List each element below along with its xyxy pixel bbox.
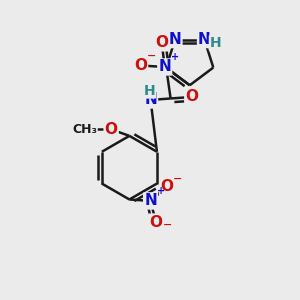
Text: O: O [105,122,118,137]
Text: N: N [144,194,157,208]
Text: O: O [149,214,162,230]
Text: H: H [210,36,221,50]
Text: H: H [143,83,155,98]
Text: O: O [134,58,147,73]
Text: O: O [185,89,198,104]
Text: N: N [144,92,157,107]
Text: N: N [158,59,171,74]
Text: O: O [160,179,173,194]
Text: +: + [171,52,179,62]
Text: N: N [198,32,211,47]
Text: N: N [169,32,182,47]
Text: CH₃: CH₃ [72,123,97,136]
Text: −: − [147,51,156,61]
Text: O: O [155,35,168,50]
Text: −: − [173,173,183,184]
Text: −: − [162,219,172,230]
Text: +: + [157,187,165,196]
